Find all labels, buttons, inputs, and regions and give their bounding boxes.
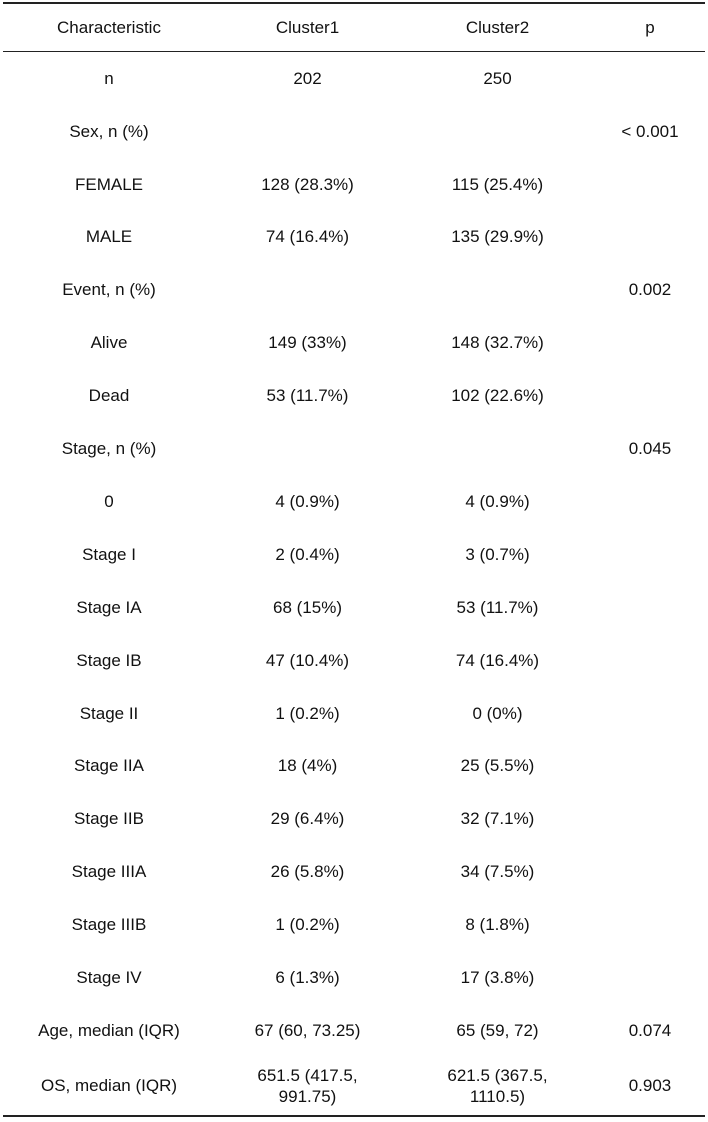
cluster1-cell: 149 (33%): [268, 333, 347, 353]
cluster2-cell: 17 (3.8%): [460, 967, 535, 987]
table-row: Stage II 1 (0.2%) 0 (0%): [3, 687, 705, 740]
table-row: Alive 149 (33%) 148 (32.7%): [3, 316, 705, 369]
header-cluster2: Cluster2: [465, 17, 530, 37]
cluster2-cell: 8 (1.8%): [465, 915, 530, 935]
cluster2-cell: 4 (0.9%): [465, 491, 530, 511]
table-row: Age, median (IQR) 67 (60, 73.25) 65 (59, 7…: [3, 1004, 705, 1057]
characteristic-cell: Stage IIA: [74, 756, 144, 776]
cluster1-cell: 202: [293, 68, 322, 88]
header-p: p: [645, 17, 655, 37]
cluster2-cell: 115 (25.4%): [451, 174, 544, 194]
header-characteristic: Characteristic: [57, 17, 161, 37]
table-header-row: Characteristic Cluster1 Cluster2 p: [3, 4, 705, 52]
cluster2-cell: 32 (7.1%): [460, 809, 535, 829]
characteristic-cell: Stage IIIA: [71, 862, 147, 882]
characteristic-cell: Stage I: [82, 544, 136, 564]
p-value-cell: < 0.001: [621, 121, 679, 141]
characteristics-table: Characteristic Cluster1 Cluster2 p n 202 2…: [3, 2, 705, 1117]
characteristic-cell: Stage IV: [76, 967, 142, 987]
characteristic-cell: FEMALE: [74, 174, 144, 194]
cluster2-cell: 102 (22.6%): [451, 386, 544, 406]
cluster2-cell: 621.5 (367.5, 1110.5): [447, 1065, 548, 1106]
table-row: Event, n (%) 0.002: [3, 264, 705, 317]
cluster2-cell: 34 (7.5%): [460, 862, 535, 882]
table-body: n 202 250 Sex, n (%) < 0.001 FEMALE 128 (28.3%…: [3, 52, 705, 1115]
table-row: Stage IIB 29 (6.4%) 32 (7.1%): [3, 792, 705, 845]
table-row: n 202 250: [3, 52, 705, 105]
characteristic-cell: 0: [104, 491, 114, 511]
characteristic-cell: Dead: [88, 386, 130, 406]
cluster1-cell: 74 (16.4%): [265, 227, 350, 247]
table-row: Stage IV 6 (1.3%) 17 (3.8%): [3, 951, 705, 1004]
cluster1-cell: 651.5 (417.5, 991.75): [257, 1065, 358, 1106]
characteristic-cell: Stage IA: [76, 597, 142, 617]
p-value-cell: 0.074: [628, 1020, 672, 1040]
table-row: Dead 53 (11.7%) 102 (22.6%): [3, 369, 705, 422]
table-row: Stage IIIB 1 (0.2%) 8 (1.8%): [3, 898, 705, 951]
characteristic-cell: Stage IIB: [74, 809, 144, 829]
cluster1-cell: 128 (28.3%): [261, 174, 354, 194]
p-value-cell: 0.045: [628, 439, 672, 459]
cluster2-cell: 74 (16.4%): [455, 650, 540, 670]
cluster1-cell: 4 (0.9%): [275, 491, 340, 511]
cluster2-cell: 3 (0.7%): [465, 544, 530, 564]
table-row: Stage IIIA 26 (5.8%) 34 (7.5%): [3, 845, 705, 898]
characteristic-cell: OS, median (IQR): [40, 1076, 178, 1096]
cluster1-cell: 6 (1.3%): [275, 967, 340, 987]
cluster1-cell: 18 (4%): [277, 756, 338, 776]
cluster1-cell: 2 (0.4%): [275, 544, 340, 564]
table-row: MALE 74 (16.4%) 135 (29.9%): [3, 211, 705, 264]
cluster2-cell: 148 (32.7%): [451, 333, 544, 353]
characteristic-cell: Stage IIIB: [71, 915, 147, 935]
table-row: Stage, n (%) 0.045: [3, 422, 705, 475]
cluster1-cell: 68 (15%): [273, 597, 342, 617]
cluster1-cell: 1 (0.2%): [275, 915, 340, 935]
cluster1-cell: 47 (10.4%): [265, 650, 350, 670]
table-row: OS, median (IQR) 651.5 (417.5, 991.75) 621…: [3, 1057, 705, 1115]
cluster2-cell: 250: [483, 68, 512, 88]
characteristic-cell: n: [104, 68, 114, 88]
characteristic-cell: Sex, n (%): [69, 121, 149, 141]
characteristic-cell: Event, n (%): [62, 280, 156, 300]
p-value-cell: 0.002: [628, 280, 672, 300]
characteristic-cell: Stage II: [79, 703, 139, 723]
cluster1-cell: 1 (0.2%): [275, 703, 340, 723]
table-row: 0 4 (0.9%) 4 (0.9%): [3, 475, 705, 528]
characteristic-cell: Alive: [90, 333, 128, 353]
cluster1-cell: 53 (11.7%): [266, 386, 349, 406]
cluster1-cell: 26 (5.8%): [270, 862, 345, 882]
table-row: Stage IB 47 (10.4%) 74 (16.4%): [3, 634, 705, 687]
characteristic-cell: Age, median (IQR): [38, 1020, 180, 1040]
table-row: Stage I 2 (0.4%) 3 (0.7%): [3, 528, 705, 581]
cluster1-cell: 29 (6.4%): [270, 809, 345, 829]
characteristic-cell: MALE: [85, 227, 133, 247]
header-cluster1: Cluster1: [275, 17, 340, 37]
cluster2-cell: 135 (29.9%): [451, 227, 544, 247]
cluster2-cell: 65 (59, 72): [456, 1020, 539, 1040]
cluster2-cell: 53 (11.7%): [456, 597, 539, 617]
table-row: Stage IIA 18 (4%) 25 (5.5%): [3, 740, 705, 793]
table-row: FEMALE 128 (28.3%) 115 (25.4%): [3, 158, 705, 211]
characteristic-cell: Stage, n (%): [61, 439, 157, 459]
p-value-cell: 0.903: [628, 1076, 672, 1096]
cluster2-cell: 25 (5.5%): [460, 756, 535, 776]
table-row: Sex, n (%) < 0.001: [3, 105, 705, 158]
cluster1-cell: 67 (60, 73.25): [254, 1020, 361, 1040]
cluster2-cell: 0 (0%): [472, 703, 523, 723]
table-row: Stage IA 68 (15%) 53 (11.7%): [3, 581, 705, 634]
characteristic-cell: Stage IB: [76, 650, 142, 670]
